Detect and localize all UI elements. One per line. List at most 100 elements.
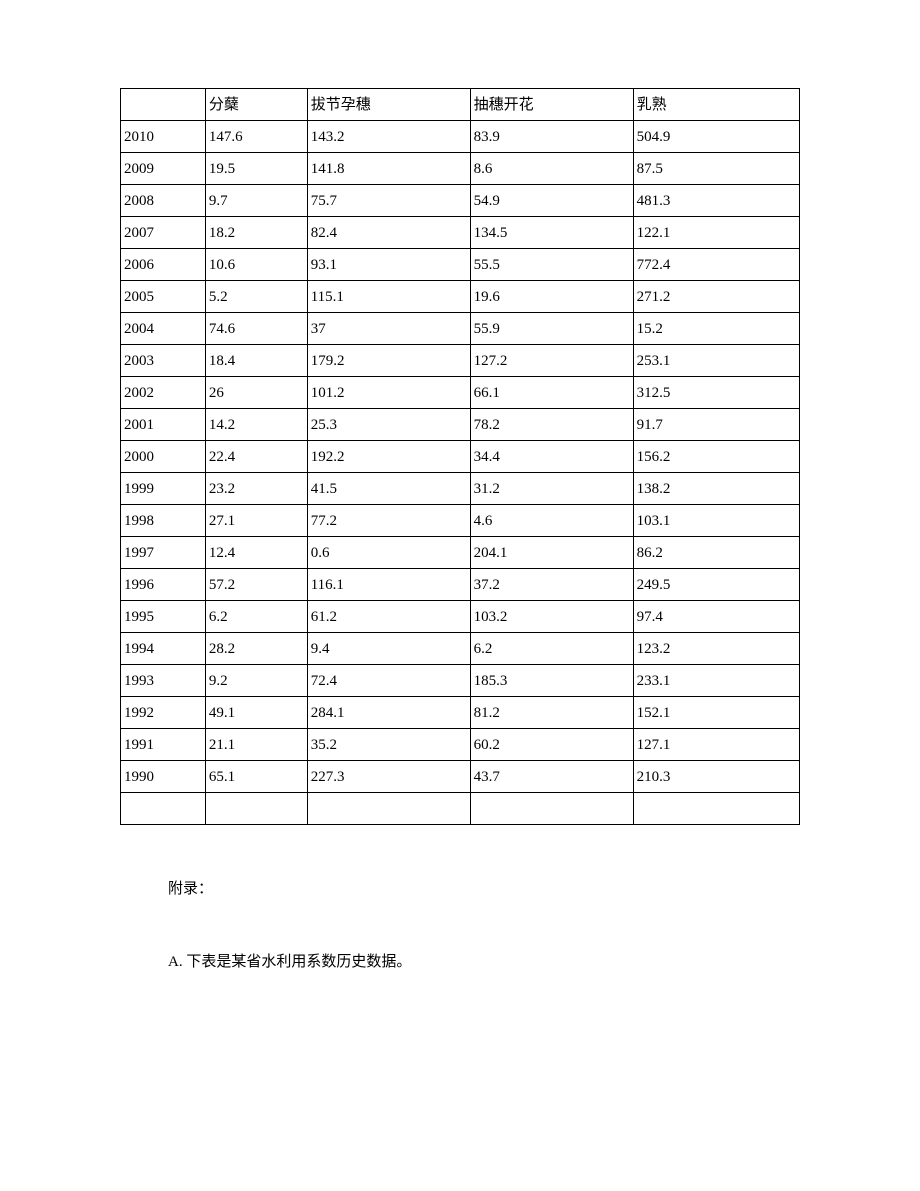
cell-year: 1998 xyxy=(121,505,206,537)
cell-year: 2005 xyxy=(121,281,206,313)
table-row: 2008 9.7 75.7 54.9 481.3 xyxy=(121,185,800,217)
cell-year: 2003 xyxy=(121,345,206,377)
cell-value: 93.1 xyxy=(307,249,470,281)
cell-year: 2001 xyxy=(121,409,206,441)
cell-value: 22.4 xyxy=(205,441,307,473)
cell-year: 2000 xyxy=(121,441,206,473)
cell-value: 97.4 xyxy=(633,601,799,633)
cell-year: 1994 xyxy=(121,633,206,665)
cell-value: 5.2 xyxy=(205,281,307,313)
cell-year: 1999 xyxy=(121,473,206,505)
cell-value: 9.2 xyxy=(205,665,307,697)
cell-year: 1991 xyxy=(121,729,206,761)
cell-value: 55.5 xyxy=(470,249,633,281)
cell-value: 115.1 xyxy=(307,281,470,313)
cell-value: 8.6 xyxy=(470,153,633,185)
header-cell-year xyxy=(121,89,206,121)
table-header-row: 分蘖 拔节孕穗 抽穗开花 乳熟 xyxy=(121,89,800,121)
cell-value: 41.5 xyxy=(307,473,470,505)
cell-value: 271.2 xyxy=(633,281,799,313)
cell-value: 152.1 xyxy=(633,697,799,729)
table-row: 2006 10.6 93.1 55.5 772.4 xyxy=(121,249,800,281)
table-row: 2005 5.2 115.1 19.6 271.2 xyxy=(121,281,800,313)
cell-value: 6.2 xyxy=(470,633,633,665)
cell-value: 138.2 xyxy=(633,473,799,505)
cell-value: 66.1 xyxy=(470,377,633,409)
cell-value: 123.2 xyxy=(633,633,799,665)
cell-year: 2008 xyxy=(121,185,206,217)
table-row: 1999 23.2 41.5 31.2 138.2 xyxy=(121,473,800,505)
cell-value: 147.6 xyxy=(205,121,307,153)
cell-value: 253.1 xyxy=(633,345,799,377)
cell-value: 284.1 xyxy=(307,697,470,729)
cell-empty xyxy=(307,793,470,825)
cell-value: 31.2 xyxy=(470,473,633,505)
cell-value: 143.2 xyxy=(307,121,470,153)
cell-value: 103.2 xyxy=(470,601,633,633)
cell-value: 19.6 xyxy=(470,281,633,313)
table-row: 2007 18.2 82.4 134.5 122.1 xyxy=(121,217,800,249)
cell-value: 34.4 xyxy=(470,441,633,473)
cell-value: 12.4 xyxy=(205,537,307,569)
cell-year: 2006 xyxy=(121,249,206,281)
table-row: 1996 57.2 116.1 37.2 249.5 xyxy=(121,569,800,601)
cell-empty xyxy=(633,793,799,825)
cell-value: 210.3 xyxy=(633,761,799,793)
cell-value: 134.5 xyxy=(470,217,633,249)
cell-year: 1990 xyxy=(121,761,206,793)
cell-year: 1992 xyxy=(121,697,206,729)
table-row: 1993 9.2 72.4 185.3 233.1 xyxy=(121,665,800,697)
cell-value: 772.4 xyxy=(633,249,799,281)
cell-value: 122.1 xyxy=(633,217,799,249)
table-row: 1994 28.2 9.4 6.2 123.2 xyxy=(121,633,800,665)
cell-value: 23.2 xyxy=(205,473,307,505)
table-row: 1997 12.4 0.6 204.1 86.2 xyxy=(121,537,800,569)
cell-value: 61.2 xyxy=(307,601,470,633)
cell-value: 10.6 xyxy=(205,249,307,281)
cell-value: 74.6 xyxy=(205,313,307,345)
cell-year: 1995 xyxy=(121,601,206,633)
cell-value: 54.9 xyxy=(470,185,633,217)
table-row: 2000 22.4 192.2 34.4 156.2 xyxy=(121,441,800,473)
cell-value: 101.2 xyxy=(307,377,470,409)
cell-value: 312.5 xyxy=(633,377,799,409)
cell-value: 35.2 xyxy=(307,729,470,761)
table-row: 2010 147.6 143.2 83.9 504.9 xyxy=(121,121,800,153)
cell-value: 43.7 xyxy=(470,761,633,793)
cell-value: 87.5 xyxy=(633,153,799,185)
cell-value: 6.2 xyxy=(205,601,307,633)
table-row: 2009 19.5 141.8 8.6 87.5 xyxy=(121,153,800,185)
table-row-empty xyxy=(121,793,800,825)
cell-value: 15.2 xyxy=(633,313,799,345)
cell-year: 2004 xyxy=(121,313,206,345)
cell-value: 504.9 xyxy=(633,121,799,153)
table-row: 2003 18.4 179.2 127.2 253.1 xyxy=(121,345,800,377)
header-cell-1: 分蘖 xyxy=(205,89,307,121)
cell-value: 83.9 xyxy=(470,121,633,153)
cell-value: 55.9 xyxy=(470,313,633,345)
table-row: 2002 26 101.2 66.1 312.5 xyxy=(121,377,800,409)
cell-value: 37 xyxy=(307,313,470,345)
cell-year: 2002 xyxy=(121,377,206,409)
cell-value: 227.3 xyxy=(307,761,470,793)
cell-value: 204.1 xyxy=(470,537,633,569)
table-row: 1991 21.1 35.2 60.2 127.1 xyxy=(121,729,800,761)
cell-value: 86.2 xyxy=(633,537,799,569)
table-row: 2004 74.6 37 55.9 15.2 xyxy=(121,313,800,345)
cell-value: 37.2 xyxy=(470,569,633,601)
cell-value: 4.6 xyxy=(470,505,633,537)
cell-value: 141.8 xyxy=(307,153,470,185)
cell-value: 185.3 xyxy=(470,665,633,697)
cell-value: 91.7 xyxy=(633,409,799,441)
cell-value: 81.2 xyxy=(470,697,633,729)
cell-empty xyxy=(470,793,633,825)
cell-year: 2010 xyxy=(121,121,206,153)
cell-value: 249.5 xyxy=(633,569,799,601)
table-row: 1995 6.2 61.2 103.2 97.4 xyxy=(121,601,800,633)
cell-value: 18.2 xyxy=(205,217,307,249)
table-row: 2001 14.2 25.3 78.2 91.7 xyxy=(121,409,800,441)
cell-value: 116.1 xyxy=(307,569,470,601)
data-table: 分蘖 拔节孕穗 抽穗开花 乳熟 2010 147.6 143.2 83.9 50… xyxy=(120,88,800,825)
cell-value: 26 xyxy=(205,377,307,409)
cell-value: 28.2 xyxy=(205,633,307,665)
